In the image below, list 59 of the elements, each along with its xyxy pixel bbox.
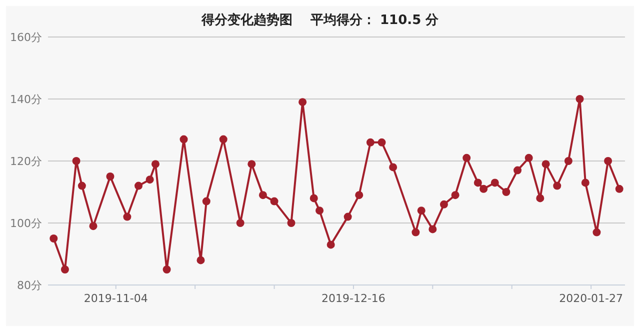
x-tick-label: 2020-01-27 bbox=[559, 292, 624, 305]
y-tick-label: 80分 bbox=[17, 279, 42, 292]
point bbox=[417, 206, 426, 215]
point bbox=[536, 194, 544, 202]
point bbox=[514, 166, 522, 174]
point bbox=[60, 266, 69, 274]
point bbox=[123, 212, 132, 221]
point bbox=[326, 240, 335, 249]
point bbox=[134, 182, 143, 190]
point bbox=[151, 160, 160, 168]
point bbox=[576, 95, 584, 103]
x-tick-label: 2019-12-16 bbox=[322, 292, 386, 305]
point bbox=[604, 157, 612, 165]
point bbox=[316, 206, 324, 215]
y-tick-label: 120分 bbox=[10, 155, 42, 168]
point bbox=[258, 191, 267, 200]
point bbox=[542, 160, 550, 168]
point bbox=[248, 160, 256, 168]
point bbox=[412, 228, 420, 236]
point bbox=[524, 154, 533, 162]
point bbox=[564, 157, 572, 165]
point bbox=[196, 256, 205, 264]
point bbox=[451, 191, 460, 200]
point bbox=[615, 184, 624, 193]
point bbox=[270, 197, 278, 206]
point bbox=[236, 219, 244, 227]
point bbox=[202, 197, 210, 206]
point bbox=[502, 188, 510, 196]
point bbox=[553, 182, 562, 190]
point bbox=[89, 222, 98, 230]
point bbox=[106, 172, 114, 180]
point bbox=[287, 219, 296, 227]
y-tick-label: 160分 bbox=[10, 31, 42, 44]
point bbox=[389, 163, 398, 172]
point bbox=[366, 138, 374, 146]
point bbox=[440, 200, 448, 208]
point bbox=[78, 182, 86, 190]
point bbox=[428, 225, 437, 234]
point bbox=[581, 178, 590, 187]
chart-title: 得分变化趋势图 平均得分： 110.5 分 bbox=[200, 12, 440, 28]
point bbox=[490, 178, 499, 187]
point bbox=[378, 138, 386, 146]
point bbox=[146, 176, 154, 184]
point bbox=[298, 98, 307, 106]
point bbox=[355, 191, 364, 200]
point bbox=[50, 234, 58, 242]
point bbox=[474, 178, 482, 187]
y-tick-label: 100分 bbox=[10, 217, 42, 230]
point bbox=[72, 157, 80, 165]
point bbox=[310, 194, 318, 202]
point bbox=[344, 212, 352, 221]
point bbox=[180, 135, 188, 144]
point bbox=[480, 184, 488, 193]
point bbox=[592, 228, 601, 236]
y-tick-label: 140分 bbox=[10, 93, 42, 106]
point bbox=[462, 154, 471, 162]
x-tick-label: 2019-11-04 bbox=[84, 292, 148, 305]
point bbox=[219, 135, 228, 144]
point bbox=[162, 266, 171, 274]
